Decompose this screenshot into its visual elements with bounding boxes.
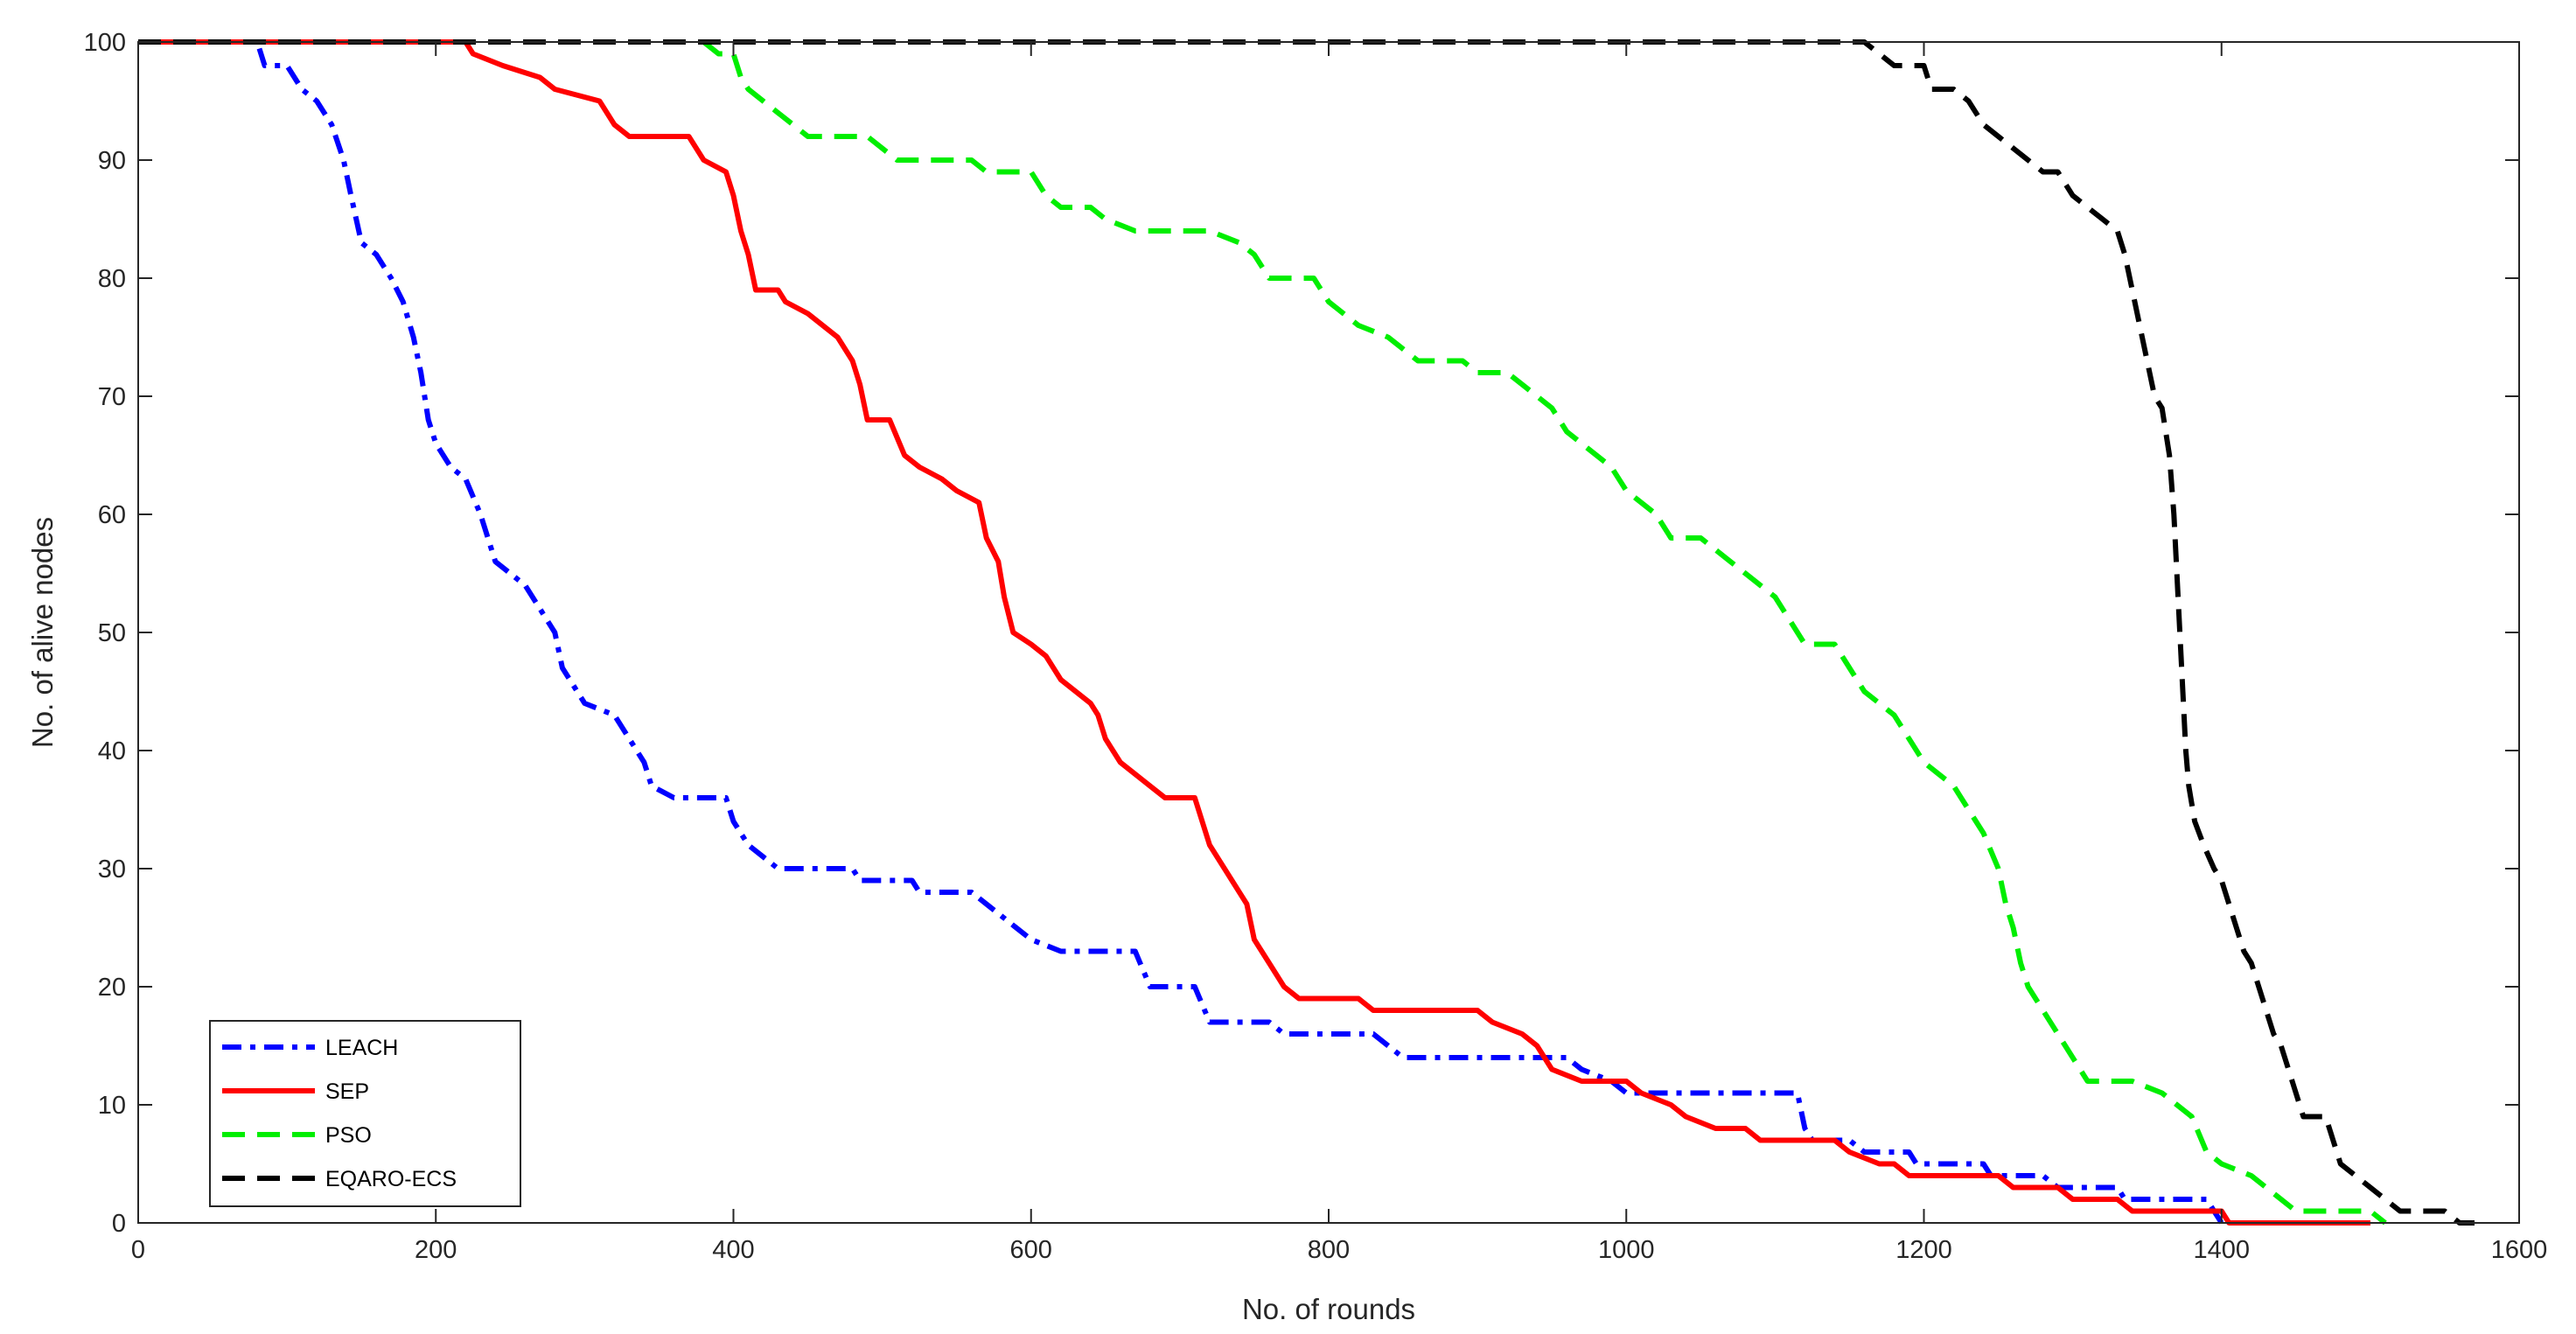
x-tick-label: 0 [131, 1236, 145, 1264]
x-axis-ticks: 0 200 400 600 800 1000 1200 1400 1600 [131, 42, 2547, 1264]
x-axis-title: No. of rounds [1242, 1293, 1415, 1325]
y-tick-label: 80 [98, 265, 126, 293]
x-tick-label: 400 [712, 1236, 754, 1264]
legend-box [209, 1020, 521, 1207]
x-tick-label: 1200 [1895, 1236, 1952, 1264]
y-tick-label: 0 [112, 1210, 126, 1238]
y-tick-label: 70 [98, 383, 126, 411]
series-line-sep [138, 39, 2370, 1226]
chart-legend: LEACH SEP PSO EQARO-ECS [209, 1020, 521, 1207]
x-tick-label: 1600 [2491, 1236, 2548, 1264]
y-tick-label: 50 [98, 619, 126, 647]
y-tick-label: 20 [98, 974, 126, 1002]
y-tick-label: 60 [98, 501, 126, 529]
y-axis-ticks: 0 10 20 30 40 50 60 70 80 90 100 [84, 29, 2519, 1238]
series-layer [138, 39, 2475, 1226]
x-tick-label: 1400 [2193, 1236, 2250, 1264]
x-tick-label: 200 [415, 1236, 457, 1264]
y-axis-title: No. of alive nodes [26, 517, 59, 748]
x-tick-label: 800 [1308, 1236, 1350, 1264]
series-line-pso [702, 39, 2387, 1226]
legend-label-leach: LEACH [325, 1036, 398, 1060]
x-tick-label: 1000 [1598, 1236, 1655, 1264]
y-tick-label: 100 [84, 29, 126, 57]
legend-label-pso: PSO [325, 1123, 372, 1148]
legend-label-eqaro-ecs: EQARO-ECS [325, 1167, 457, 1191]
y-tick-label: 30 [98, 856, 126, 884]
series-line-leach [138, 39, 2224, 1225]
legend-label-sep: SEP [325, 1079, 369, 1104]
series-line-eqaro-ecs [138, 39, 2475, 1226]
y-tick-label: 40 [98, 737, 126, 765]
y-tick-label: 10 [98, 1092, 126, 1120]
x-tick-label: 600 [1010, 1236, 1052, 1264]
y-tick-label: 90 [98, 147, 126, 175]
